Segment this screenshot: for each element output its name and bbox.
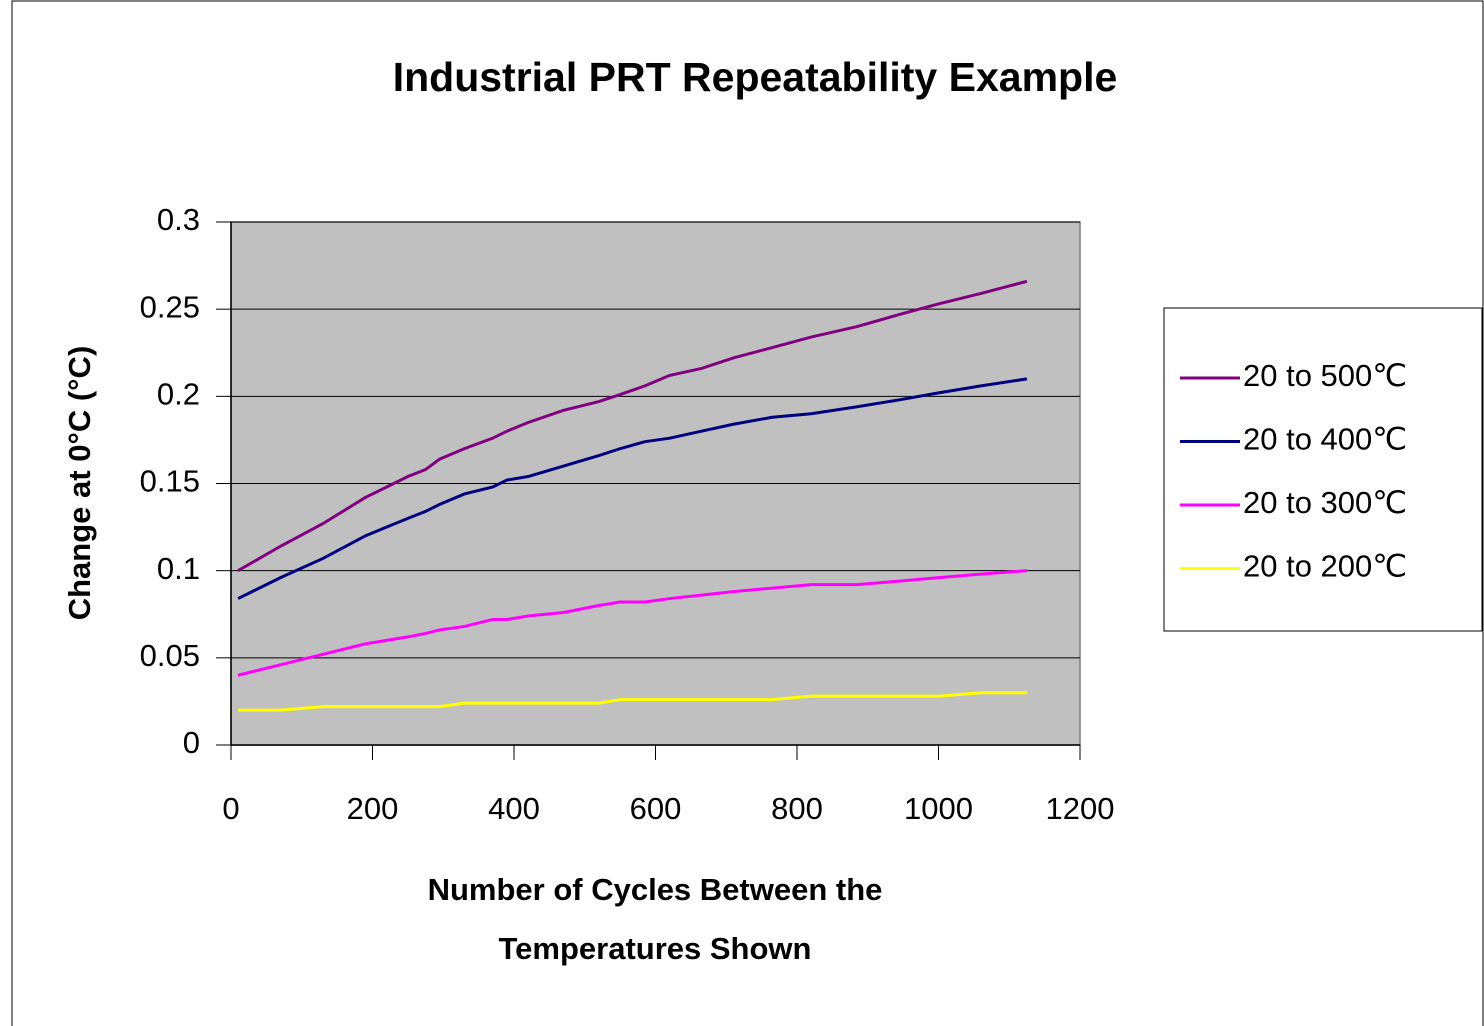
x-axis-label: Number of Cycles Between the: [428, 872, 883, 907]
series-line: [237, 569, 1028, 677]
series-line: [237, 279, 1028, 572]
y-axis-label: Change at 0°C (°C): [62, 346, 97, 621]
y-tick-label: 0.05: [140, 638, 200, 673]
y-tick-label: 0.2: [157, 377, 200, 412]
x-tick-label: 1000: [904, 791, 973, 826]
y-tick-label: 0.1: [157, 551, 200, 586]
chart-title: Industrial PRT Repeatability Example: [393, 54, 1118, 100]
legend-label: 20 to 500℃: [1243, 358, 1407, 393]
series-line: [237, 377, 1028, 600]
legend-box: [1163, 307, 1483, 632]
x-tick-label: 800: [771, 791, 823, 826]
legend-label: 20 to 200℃: [1243, 549, 1407, 584]
x-tick-label: 0: [222, 791, 239, 826]
x-tick-label: 200: [347, 791, 399, 826]
y-tick-label: 0: [183, 725, 200, 760]
legend-label: 20 to 300℃: [1243, 485, 1407, 520]
series-line: [238, 691, 1027, 712]
legend-label: 20 to 400℃: [1243, 422, 1407, 457]
y-tick-label: 0.3: [157, 202, 200, 237]
x-axis-label: Temperatures Shown: [499, 931, 812, 966]
y-tick-label: 0.15: [140, 464, 200, 499]
x-tick-label: 600: [630, 791, 682, 826]
x-tick-label: 400: [488, 791, 540, 826]
x-tick-label: 1200: [1046, 791, 1115, 826]
y-tick-label: 0.25: [140, 289, 200, 324]
